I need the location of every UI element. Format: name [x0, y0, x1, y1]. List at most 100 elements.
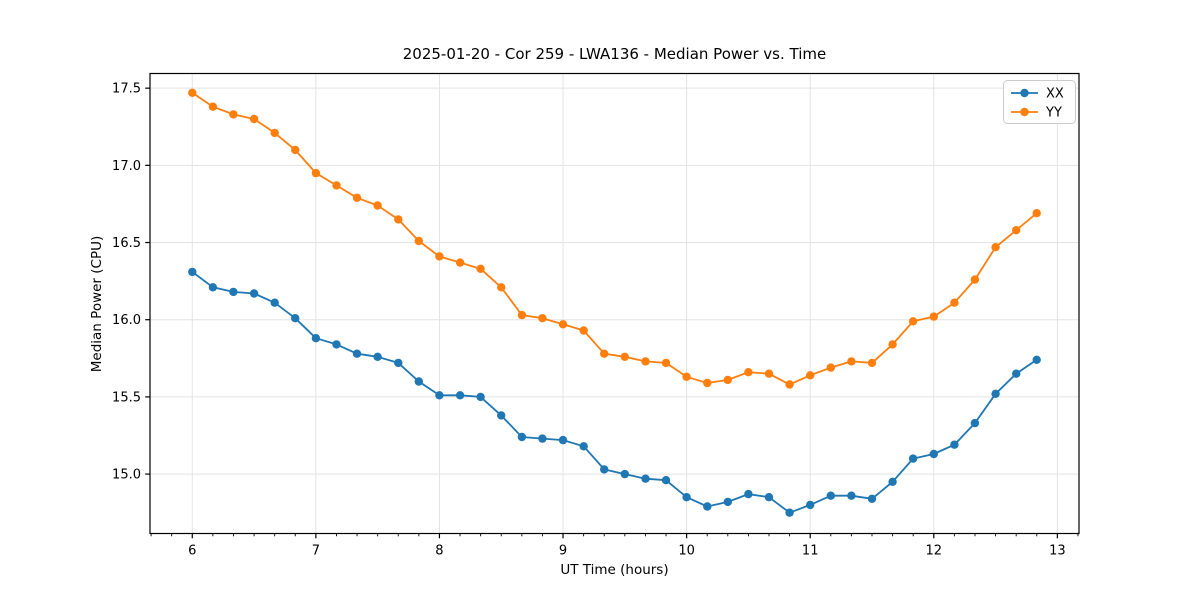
series-line-xx	[191, 271, 1038, 514]
data-point-xx	[682, 493, 691, 502]
y-tick-label: 16.5	[112, 236, 141, 251]
data-point-xx	[332, 340, 341, 349]
y-tick-label: 15.5	[112, 390, 141, 405]
data-point-xx	[888, 477, 897, 486]
data-point-xx	[270, 298, 279, 307]
data-point-yy	[682, 372, 691, 381]
data-point-xx	[352, 349, 362, 358]
data-point-xx	[414, 377, 423, 386]
data-point-yy	[558, 320, 568, 329]
data-point-xx	[641, 474, 650, 483]
data-point-yy	[888, 340, 897, 349]
data-point-xx	[929, 449, 938, 459]
data-point-yy	[497, 283, 506, 292]
x-tick-label: 13	[1049, 544, 1066, 559]
data-point-xx	[723, 497, 732, 507]
data-point-xx	[188, 267, 197, 277]
data-point-yy	[703, 378, 712, 388]
data-point-yy	[229, 110, 238, 119]
axes-spines	[149, 72, 1080, 535]
data-point-yy	[826, 363, 835, 372]
data-point-xx	[826, 491, 835, 500]
data-point-yy	[991, 243, 1000, 252]
data-point-yy	[867, 358, 877, 368]
data-point-xx	[744, 489, 753, 499]
data-point-xx	[208, 283, 218, 292]
data-point-xx	[600, 465, 609, 474]
data-point-xx	[661, 476, 671, 485]
data-point-xx	[1032, 355, 1041, 364]
x-tick-label: 6	[188, 544, 196, 559]
data-point-yy	[723, 375, 732, 385]
data-point-yy	[641, 357, 650, 366]
data-point-yy	[785, 380, 794, 389]
data-point-yy	[764, 369, 774, 378]
data-point-xx	[620, 469, 629, 479]
data-point-yy	[517, 310, 527, 320]
data-point-xx	[991, 389, 1000, 398]
data-point-xx	[311, 334, 321, 343]
data-point-yy	[600, 349, 609, 358]
data-point-xx	[373, 352, 382, 361]
data-point-yy	[208, 102, 218, 111]
data-point-xx	[970, 418, 980, 428]
data-point-xx	[806, 500, 815, 510]
data-point-yy	[435, 252, 444, 261]
data-point-xx	[785, 508, 794, 517]
y-tick-label: 15.0	[112, 468, 141, 483]
data-point-xx	[950, 440, 959, 449]
data-point-xx	[867, 494, 877, 503]
x-tick-label: 11	[802, 544, 819, 559]
data-point-xx	[476, 392, 485, 402]
data-point-yy	[744, 368, 753, 377]
data-point-xx	[538, 434, 547, 443]
legend-marker	[1020, 88, 1029, 98]
data-point-yy	[620, 352, 629, 361]
data-point-xx	[847, 491, 856, 500]
data-point-yy	[352, 193, 362, 202]
legend-label-yy: YY	[1045, 106, 1062, 121]
data-point-yy	[455, 258, 465, 267]
data-point-xx	[1012, 369, 1021, 378]
data-point-xx	[517, 432, 527, 442]
data-point-xx	[229, 287, 238, 297]
x-tick-label: 8	[435, 544, 443, 559]
data-point-xx	[497, 411, 506, 420]
data-point-yy	[188, 88, 197, 98]
chart-title: 2025-01-20 - Cor 259 - LWA136 - Median P…	[402, 45, 827, 63]
data-point-yy	[538, 314, 547, 323]
data-point-yy	[394, 215, 403, 224]
data-point-xx	[455, 391, 465, 400]
data-point-yy	[270, 128, 279, 138]
data-point-yy	[332, 181, 341, 190]
data-point-xx	[291, 314, 300, 323]
y-tick-label: 16.0	[112, 313, 141, 328]
data-point-yy	[291, 145, 300, 155]
data-point-xx	[764, 493, 774, 502]
legend-marker	[1020, 107, 1029, 117]
data-point-xx	[394, 358, 403, 368]
data-point-yy	[414, 236, 423, 246]
data-point-xx	[435, 391, 444, 400]
data-point-yy	[1032, 209, 1041, 218]
data-point-yy	[950, 298, 959, 307]
data-point-yy	[661, 358, 671, 368]
x-tick-label: 12	[926, 544, 943, 559]
data-point-xx	[579, 442, 588, 451]
legend-box	[1003, 80, 1076, 124]
data-point-yy	[847, 357, 856, 366]
y-tick-label: 17.5	[112, 82, 141, 97]
legend-label-xx: XX	[1046, 87, 1064, 102]
data-point-yy	[970, 275, 980, 284]
data-point-yy	[806, 371, 815, 380]
data-point-xx	[908, 454, 918, 463]
data-point-yy	[249, 114, 259, 124]
data-point-yy	[908, 317, 918, 326]
data-point-yy	[476, 264, 485, 273]
data-point-yy	[373, 201, 382, 210]
x-tick-label: 7	[312, 544, 320, 559]
data-point-xx	[558, 435, 568, 445]
x-tick-label: 10	[678, 544, 695, 559]
